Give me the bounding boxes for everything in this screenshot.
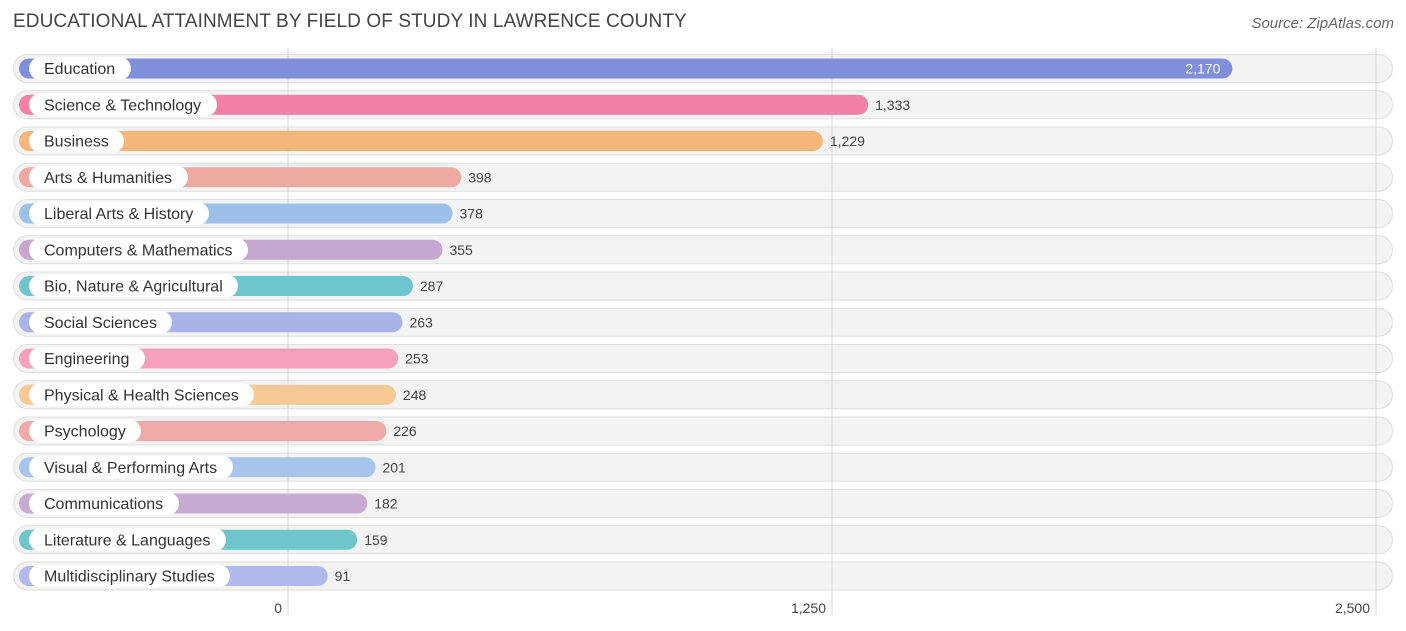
- value-label: 287: [420, 278, 444, 294]
- category-pill: [29, 93, 217, 117]
- value-label: 2,170: [1185, 61, 1220, 77]
- category-text: Science & Technology: [44, 97, 201, 114]
- bar: [19, 58, 1233, 79]
- category-label: Bio, Nature & Agricultural: [29, 274, 238, 298]
- value-label: 1,229: [830, 133, 865, 149]
- value-label: 159: [364, 532, 388, 548]
- value-label: 1,333: [875, 97, 910, 113]
- category-pill: [29, 419, 141, 443]
- category-label: Multidisciplinary Studies: [29, 564, 230, 588]
- x-tick-label: 2,500: [1335, 600, 1370, 616]
- category-text: Arts & Humanities: [44, 170, 172, 187]
- category-text: Visual & Performing Arts: [44, 460, 217, 477]
- category-label: Social Sciences: [29, 310, 172, 334]
- category-text: Education: [44, 61, 115, 78]
- category-pill: [29, 238, 248, 262]
- value-labels: 2,170 1,333 1,229 398 378 355 287 263 253 248 226 2…: [335, 61, 1221, 585]
- x-axis-ticks: 0 1,250 2,500: [274, 600, 1370, 616]
- category-pill: [29, 274, 238, 298]
- category-pill: [29, 129, 124, 153]
- value-label: 248: [403, 387, 427, 403]
- value-label: 226: [393, 423, 417, 439]
- category-label: Physical & Health Sciences: [29, 383, 254, 407]
- category-pill: [29, 564, 230, 588]
- x-tick-label: 1,250: [791, 600, 826, 616]
- category-label: Visual & Performing Arts: [29, 455, 233, 479]
- value-label: 263: [409, 314, 433, 330]
- value-label: 398: [468, 169, 492, 185]
- row-track: [13, 525, 1393, 555]
- category-text: Business: [44, 134, 109, 151]
- category-pill: [29, 347, 145, 370]
- category-pill: [29, 383, 254, 407]
- category-label: Literature & Languages: [29, 528, 226, 552]
- category-label: Business: [29, 129, 124, 153]
- chart-title: EDUCATIONAL ATTAINMENT BY FIELD OF STUDY…: [13, 11, 687, 32]
- category-label: Communications: [29, 492, 179, 515]
- category-text: Physical & Health Sciences: [44, 387, 239, 404]
- category-text: Engineering: [44, 351, 129, 368]
- value-label: 182: [374, 496, 398, 512]
- category-label: Education: [29, 57, 131, 80]
- category-pill: [29, 528, 226, 552]
- bar: [19, 94, 869, 115]
- category-label: Psychology: [29, 419, 141, 443]
- category-label: Liberal Arts & History: [29, 202, 209, 225]
- category-pill: [29, 455, 233, 479]
- x-tick-label: 0: [274, 600, 282, 616]
- category-text: Liberal Arts & History: [44, 206, 193, 223]
- bar: [19, 131, 823, 151]
- category-text: Psychology: [44, 424, 126, 441]
- value-label: 378: [460, 206, 484, 222]
- category-labels: Education Science & Technology Business Art…: [29, 57, 254, 588]
- value-label: 253: [405, 351, 429, 367]
- category-label: Computers & Mathematics: [29, 238, 248, 262]
- value-label: 355: [449, 242, 473, 258]
- value-label: 91: [335, 568, 351, 584]
- category-label: Science & Technology: [29, 93, 217, 117]
- row-track: [13, 561, 1393, 591]
- category-text: Communications: [44, 496, 163, 513]
- category-text: Social Sciences: [44, 315, 157, 332]
- category-text: Literature & Languages: [44, 532, 210, 549]
- source-label: Source: ZipAtlas.com: [1251, 15, 1394, 32]
- category-label: Engineering: [29, 347, 145, 370]
- category-pill: [29, 202, 209, 225]
- category-text: Computers & Mathematics: [44, 242, 233, 259]
- category-pill: [29, 165, 188, 189]
- category-pill: [29, 57, 131, 80]
- category-pill: [29, 492, 179, 515]
- category-pill: [29, 310, 172, 334]
- category-label: Arts & Humanities: [29, 165, 188, 189]
- value-label: 201: [382, 459, 406, 475]
- category-text: Multidisciplinary Studies: [44, 569, 215, 586]
- category-text: Bio, Nature & Agricultural: [44, 279, 223, 296]
